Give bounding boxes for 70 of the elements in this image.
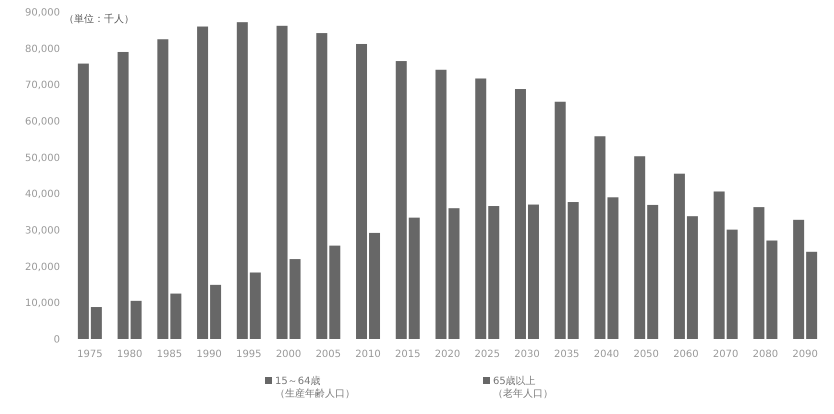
bar bbox=[488, 206, 500, 339]
bar bbox=[170, 294, 182, 339]
x-tick-label: 2005 bbox=[316, 349, 342, 360]
y-tick-label: 90,000 bbox=[25, 8, 60, 18]
x-tick-label: 2000 bbox=[276, 349, 302, 360]
bar bbox=[369, 232, 380, 339]
x-tick-label: 1985 bbox=[156, 349, 182, 360]
bar bbox=[118, 52, 129, 339]
bar bbox=[528, 204, 539, 339]
bar bbox=[634, 156, 646, 339]
bar bbox=[726, 230, 738, 339]
y-tick-label: 10,000 bbox=[25, 298, 60, 310]
bar bbox=[130, 300, 142, 339]
x-tick-label: 2020 bbox=[434, 349, 460, 360]
x-tick-label: 2030 bbox=[514, 349, 540, 360]
x-tick-label: 2015 bbox=[395, 349, 420, 360]
annotation: （単位：千人） bbox=[64, 13, 134, 25]
bar bbox=[90, 307, 102, 339]
bar bbox=[78, 64, 89, 339]
legend-label: 65歳以上（老年人口） bbox=[493, 375, 553, 400]
x-tick-label: 2050 bbox=[633, 349, 659, 360]
x-tick-label: 1995 bbox=[236, 349, 262, 360]
bar bbox=[686, 216, 698, 339]
y-tick-label: 40,000 bbox=[25, 189, 60, 200]
bar bbox=[197, 26, 208, 339]
bar bbox=[290, 259, 301, 339]
x-tick-label: 2010 bbox=[355, 349, 381, 360]
bar bbox=[157, 39, 168, 339]
bar bbox=[329, 246, 340, 339]
x-tick-label: 2080 bbox=[752, 349, 778, 360]
y-tick-label: 20,000 bbox=[25, 262, 60, 273]
bar bbox=[766, 240, 778, 339]
bar bbox=[210, 284, 222, 339]
x-tick-label: 2040 bbox=[594, 349, 620, 360]
bar bbox=[408, 218, 420, 339]
bar bbox=[448, 208, 460, 339]
bar bbox=[647, 204, 658, 339]
x-tick-label: 1980 bbox=[116, 349, 142, 360]
y-tick-label: 80,000 bbox=[25, 44, 60, 55]
x-tick-label: 2025 bbox=[474, 349, 500, 360]
y-tick-label: 60,000 bbox=[25, 116, 60, 128]
bar bbox=[316, 33, 328, 339]
x-tick-label: 2060 bbox=[673, 349, 699, 360]
bar bbox=[436, 70, 446, 339]
y-tick-label: 70,000 bbox=[25, 80, 60, 92]
bar bbox=[250, 272, 261, 339]
bar bbox=[356, 44, 368, 339]
x-tick-label: 2035 bbox=[554, 349, 580, 360]
x-tick-label: 1990 bbox=[196, 349, 222, 360]
y-tick-label: 30,000 bbox=[25, 226, 60, 236]
x-tick-label: 1975 bbox=[77, 349, 103, 360]
bar bbox=[475, 78, 486, 339]
legend-label: 15～64歳（生産年齢人口） bbox=[275, 375, 355, 400]
bar bbox=[554, 102, 566, 339]
bar bbox=[236, 22, 248, 339]
bar bbox=[674, 174, 685, 339]
y-tick-label: 0 bbox=[54, 334, 60, 346]
x-tick-label: 2070 bbox=[712, 349, 738, 360]
bar bbox=[806, 252, 818, 339]
bar bbox=[793, 220, 804, 339]
bar bbox=[276, 26, 288, 339]
y-tick-label: 50,000 bbox=[25, 152, 60, 164]
bar bbox=[753, 207, 764, 339]
bar bbox=[714, 191, 725, 339]
bar bbox=[396, 61, 407, 339]
bar bbox=[568, 202, 579, 339]
bar bbox=[607, 197, 618, 339]
x-tick-label: 2090 bbox=[792, 349, 818, 360]
bar bbox=[514, 89, 526, 339]
bar bbox=[594, 136, 606, 339]
